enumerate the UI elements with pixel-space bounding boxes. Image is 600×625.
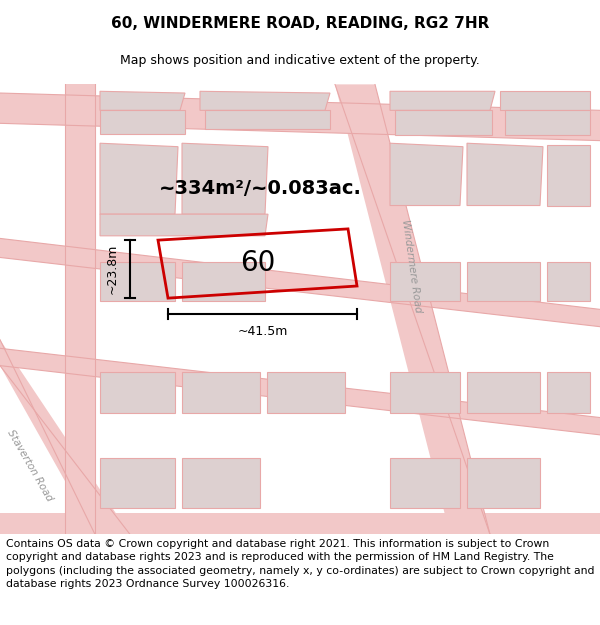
Polygon shape bbox=[65, 84, 95, 534]
Polygon shape bbox=[500, 91, 590, 111]
Polygon shape bbox=[467, 372, 540, 413]
Polygon shape bbox=[547, 372, 590, 413]
Polygon shape bbox=[100, 262, 175, 301]
Polygon shape bbox=[395, 111, 492, 134]
Polygon shape bbox=[390, 91, 495, 111]
Polygon shape bbox=[0, 512, 600, 534]
Polygon shape bbox=[547, 145, 590, 206]
Polygon shape bbox=[505, 111, 590, 134]
Polygon shape bbox=[0, 348, 600, 435]
Polygon shape bbox=[0, 93, 600, 141]
Polygon shape bbox=[547, 262, 590, 301]
Text: ~41.5m: ~41.5m bbox=[238, 324, 287, 338]
Text: 60, WINDERMERE ROAD, READING, RG2 7HR: 60, WINDERMERE ROAD, READING, RG2 7HR bbox=[111, 16, 489, 31]
Polygon shape bbox=[182, 458, 260, 508]
Polygon shape bbox=[200, 91, 330, 111]
Polygon shape bbox=[182, 143, 268, 214]
Polygon shape bbox=[100, 458, 175, 508]
Polygon shape bbox=[390, 262, 460, 301]
Polygon shape bbox=[335, 84, 490, 534]
Text: ~334m²/~0.083ac.: ~334m²/~0.083ac. bbox=[158, 179, 361, 198]
Polygon shape bbox=[100, 91, 185, 111]
Polygon shape bbox=[0, 238, 600, 327]
Text: Windermere Road: Windermere Road bbox=[401, 219, 424, 313]
Text: Contains OS data © Crown copyright and database right 2021. This information is : Contains OS data © Crown copyright and d… bbox=[6, 539, 595, 589]
Polygon shape bbox=[100, 214, 268, 236]
Text: Map shows position and indicative extent of the property.: Map shows position and indicative extent… bbox=[120, 54, 480, 68]
Polygon shape bbox=[100, 372, 175, 413]
Text: 60: 60 bbox=[240, 249, 275, 278]
Polygon shape bbox=[390, 458, 460, 508]
Polygon shape bbox=[100, 143, 178, 214]
Polygon shape bbox=[390, 143, 463, 206]
Polygon shape bbox=[467, 458, 540, 508]
Polygon shape bbox=[467, 143, 543, 206]
Polygon shape bbox=[205, 111, 330, 129]
Text: ~23.8m: ~23.8m bbox=[106, 244, 119, 294]
Polygon shape bbox=[390, 372, 460, 413]
Text: Staverton Road: Staverton Road bbox=[5, 428, 55, 503]
Polygon shape bbox=[467, 262, 540, 301]
Polygon shape bbox=[182, 372, 260, 413]
Polygon shape bbox=[100, 111, 185, 134]
Polygon shape bbox=[267, 372, 345, 413]
Polygon shape bbox=[182, 262, 265, 301]
Polygon shape bbox=[0, 339, 130, 534]
